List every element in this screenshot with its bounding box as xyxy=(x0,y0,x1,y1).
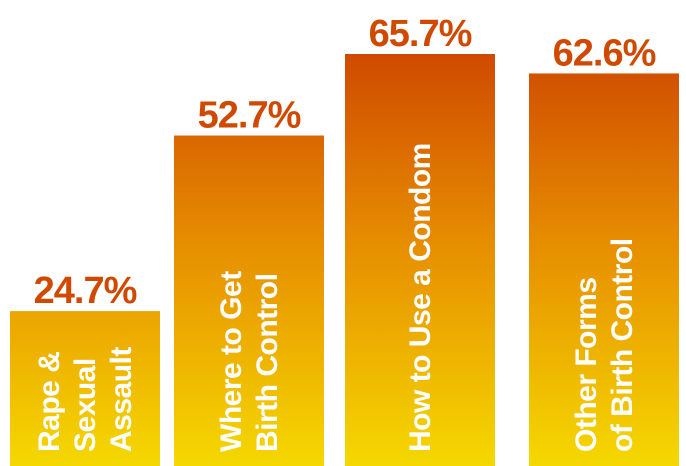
category-label-4: Other Forms of Birth Control xyxy=(570,238,639,452)
category-label-1-line-2: Sexual xyxy=(69,358,102,452)
category-label-4-line-1: Other Forms xyxy=(570,277,603,452)
category-label-3-line-1: How to Use a Condom xyxy=(404,143,437,452)
value-label-2: 52.7% xyxy=(198,95,301,137)
category-label-1-line-3: Assault xyxy=(105,347,138,452)
bar-4 xyxy=(529,73,679,466)
value-label-4: 62.6% xyxy=(553,32,656,74)
bar-1 xyxy=(10,311,160,466)
category-label-2: Where to Get Birth Control xyxy=(215,271,284,452)
value-label-3: 65.7% xyxy=(369,13,472,55)
value-label-1: 24.7% xyxy=(34,270,137,312)
bar-3 xyxy=(345,54,495,466)
category-label-1-line-1: Rape & xyxy=(33,352,66,452)
category-label-2-line-1: Where to Get xyxy=(215,271,248,452)
category-label-2-line-2: Birth Control xyxy=(251,274,284,452)
category-label-1: Rape & Sexual Assault xyxy=(33,347,138,452)
bar-2 xyxy=(174,135,324,466)
category-label-4-line-2: of Birth Control xyxy=(606,238,639,452)
category-label-3: How to Use a Condom xyxy=(404,143,437,452)
